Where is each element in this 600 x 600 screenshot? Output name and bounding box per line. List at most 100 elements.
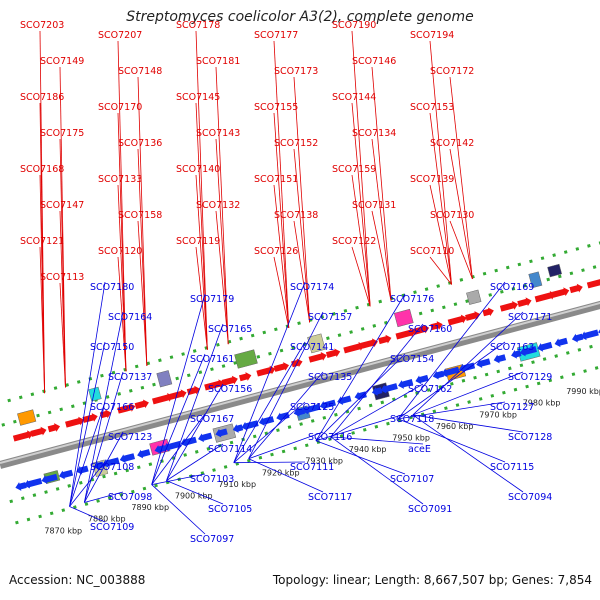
forward-gene-label: SCO7147	[40, 200, 84, 211]
reverse-leader-line	[412, 371, 524, 416]
forward-gene-arrow	[395, 328, 416, 340]
forward-gene-label: SCO7145	[176, 92, 220, 103]
reverse-gene-label: SCO7179	[190, 294, 234, 305]
kbp-tick-label: 7940 kbp	[349, 445, 387, 454]
forward-gene-label: SCO7168	[20, 164, 64, 175]
reverse-leader-line	[151, 353, 206, 485]
forward-gene-label: SCO7138	[274, 210, 318, 221]
reverse-gene-label: SCO7176	[390, 294, 434, 305]
reverse-gene-label: SCO7160	[408, 324, 452, 335]
forward-feature-box	[393, 308, 414, 328]
forward-gene-label: SCO7158	[118, 210, 162, 221]
forward-gene-arrow	[152, 393, 174, 405]
kbp-tick-label: 7960 kbp	[436, 422, 474, 431]
forward-feature-box	[17, 409, 37, 426]
forward-leader-line	[273, 40, 290, 328]
forward-gene-label: SCO7207	[98, 30, 142, 41]
reverse-leader-line	[69, 506, 106, 523]
reverse-gene-arrow	[493, 354, 507, 364]
reverse-gene-label: SCO7174	[290, 282, 334, 293]
reverse-gene-arrow	[293, 407, 306, 417]
page-title: Streptomyces coelicolor A3(2), complete …	[126, 9, 474, 25]
reverse-gene-arrow	[137, 449, 151, 459]
reverse-leader-line	[330, 436, 424, 445]
reverse-gene-arrow	[371, 387, 383, 396]
reverse-gene-arrow	[215, 428, 228, 438]
reverse-gene-label: SCO7091	[408, 504, 452, 515]
reverse-leader-line	[166, 323, 224, 481]
forward-leader-line	[215, 66, 229, 345]
reverse-gene-arrow	[302, 403, 321, 415]
forward-feature-box	[234, 349, 258, 369]
forward-gene-arrow	[30, 426, 47, 437]
reverse-leader-line	[397, 341, 506, 420]
forward-gene-arrow	[534, 290, 556, 303]
forward-leader-line	[215, 138, 229, 345]
forward-gene-label: SCO7136	[118, 138, 162, 149]
forward-leader-line	[351, 102, 371, 307]
reverse-gene-arrow	[380, 383, 398, 394]
reverse-gene-label: SCO7165	[208, 324, 252, 335]
forward-gene-label: SCO7149	[40, 56, 84, 67]
forward-leader-line	[371, 210, 392, 301]
reverse-leader-line	[397, 401, 506, 420]
reverse-gene-arrow	[15, 482, 27, 491]
kbp-tick-label: 7970 kbp	[479, 410, 517, 419]
forward-gene-label: SCO7126	[254, 246, 298, 257]
reverse-leader-line	[83, 431, 124, 503]
forward-gene-arrow	[325, 348, 341, 359]
kbp-tick-label: 7950 kbp	[392, 434, 430, 443]
forward-gene-label: SCO7152	[274, 138, 318, 149]
reverse-leader-line	[315, 353, 406, 442]
forward-gene-arrow	[256, 365, 276, 377]
forward-gene-arrow	[552, 287, 570, 298]
reverse-gene-label: SCO7167	[190, 414, 234, 425]
forward-gene-arrow	[169, 389, 187, 400]
forward-gene-label: SCO7172	[430, 66, 474, 77]
forward-gene-label: SCO7153	[410, 102, 454, 113]
reverse-gene-label: SCO7097	[190, 534, 234, 545]
reverse-gene-arrow	[476, 358, 491, 368]
forward-gene-label: SCO7122	[332, 236, 376, 247]
reverse-gene-arrow	[319, 399, 336, 410]
reverse-gene-label: SCO7114	[208, 444, 252, 455]
reverse-gene-label: SCO7135	[308, 372, 352, 383]
reverse-gene-arrow	[571, 333, 584, 343]
reverse-gene-label: SCO7180	[90, 282, 134, 293]
reverse-leader-line	[315, 293, 406, 441]
forward-gene-label: SCO7130	[430, 210, 474, 221]
forward-gene-arrow	[47, 423, 61, 433]
kbp-tick-label: 7930 kbp	[305, 457, 343, 466]
kbp-tick-label: 7890 kbp	[131, 503, 169, 512]
forward-gene-label: SCO7140	[176, 164, 220, 175]
reverse-gene-arrow	[415, 374, 429, 385]
forward-gene-label: SCO7143	[196, 128, 240, 139]
reverse-leader-line	[151, 413, 206, 485]
reverse-gene-arrow	[458, 362, 476, 373]
forward-gene-arrow	[82, 413, 98, 423]
reverse-gene-label: SCO7105	[208, 504, 252, 515]
reverse-gene-label: SCO7161	[190, 354, 234, 365]
forward-gene-arrow	[65, 416, 85, 428]
forward-gene-label: SCO7155	[254, 102, 298, 113]
reverse-leader-line	[69, 401, 106, 507]
forward-leader-line	[351, 174, 371, 307]
reverse-leader-line	[248, 311, 324, 459]
forward-leader-line	[137, 220, 148, 366]
reverse-leader-line	[330, 323, 424, 438]
forward-gene-arrow	[134, 399, 149, 410]
forward-leader-line	[215, 210, 229, 345]
reverse-leader-line	[166, 383, 224, 481]
reverse-gene-arrow	[58, 469, 74, 480]
reverse-gene-label: SCO7125	[290, 402, 334, 413]
forward-gene-label: SCO7142	[430, 138, 474, 149]
reverse-leader-line	[412, 414, 524, 493]
forward-leader-line	[429, 184, 452, 285]
reverse-gene-label: SCO7156	[208, 384, 252, 395]
reverse-gene-arrow	[511, 349, 522, 359]
forward-leader-line	[273, 112, 290, 328]
reverse-gene-label: SCO7129	[508, 372, 552, 383]
reverse-gene-arrow	[441, 366, 460, 378]
forward-leader-line	[59, 282, 66, 388]
